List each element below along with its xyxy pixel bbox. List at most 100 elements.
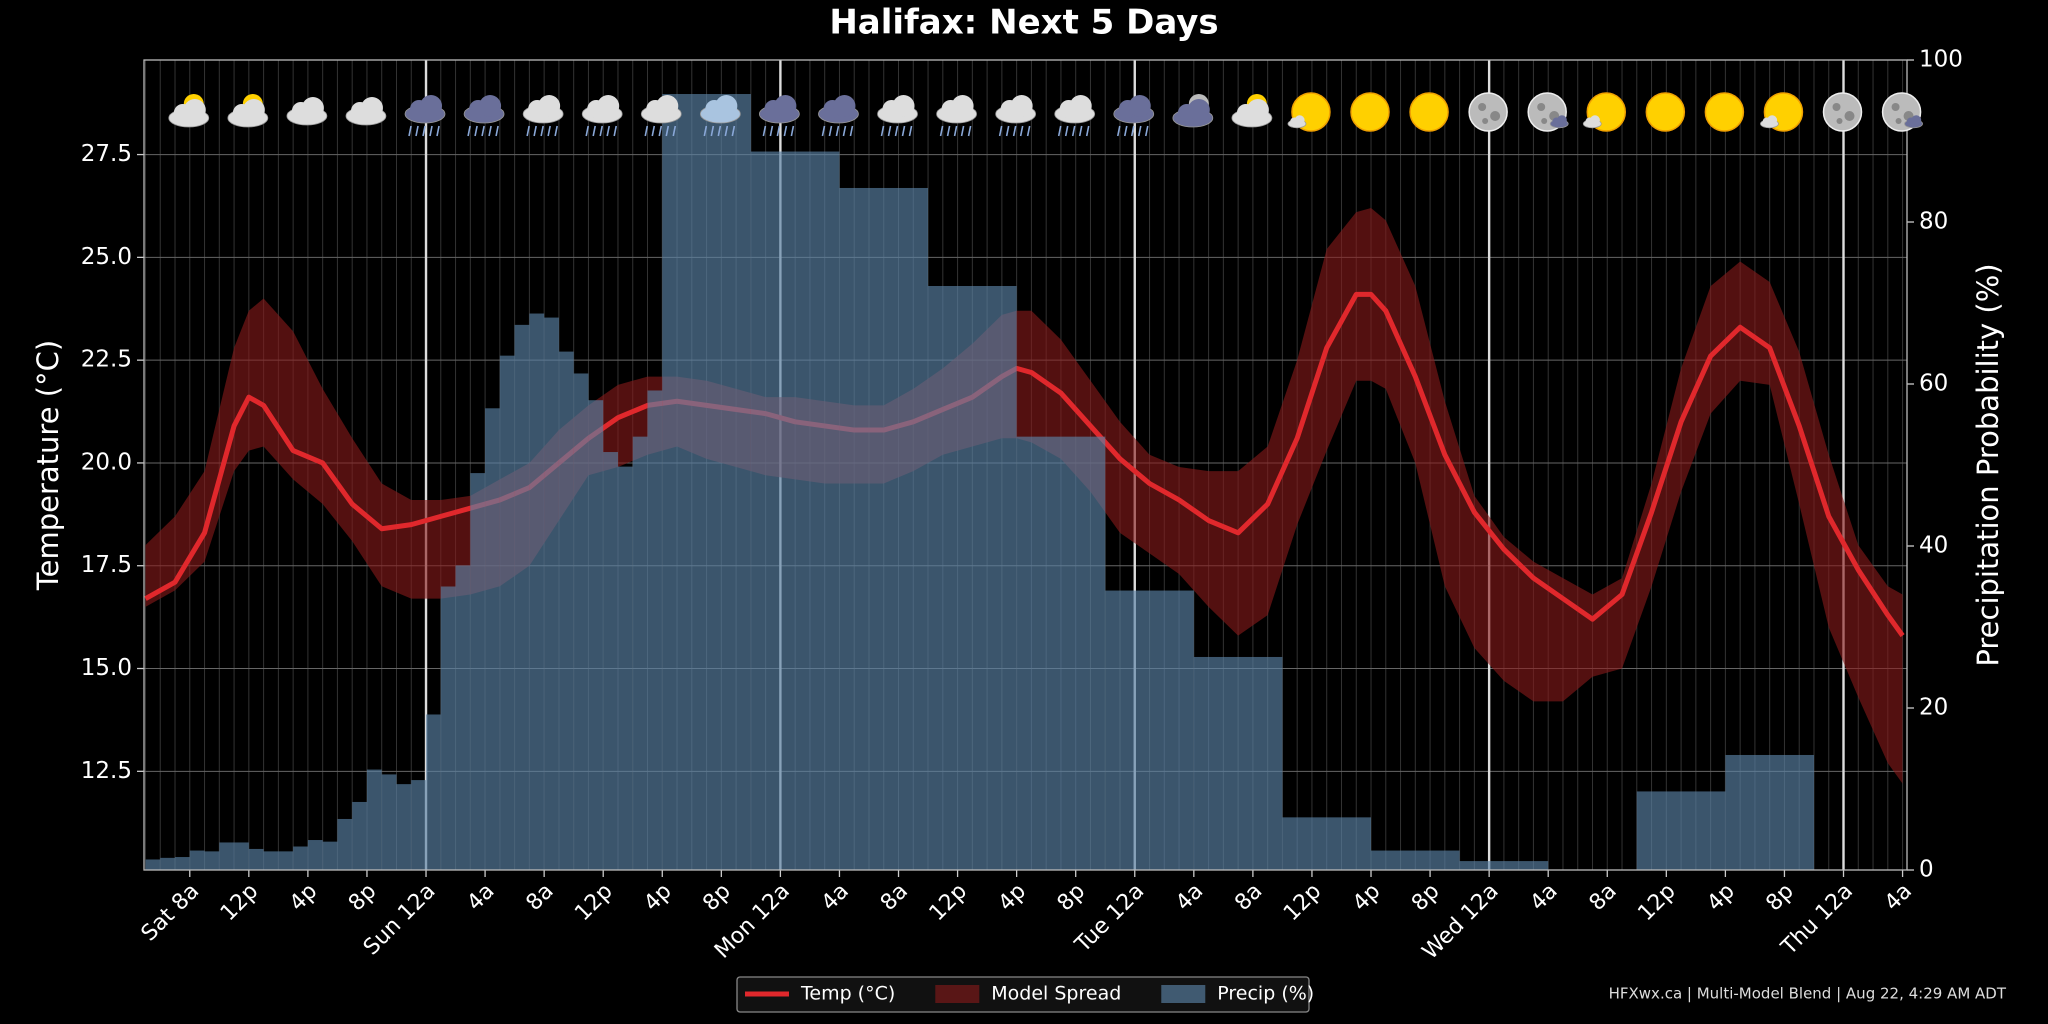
icon-part [762,125,767,137]
icon-part [1891,103,1900,111]
icon-part [998,125,1003,137]
icon-part [592,125,596,137]
icon-part [1130,125,1135,137]
icon-part [526,125,530,137]
icon-part [769,125,774,137]
precip-bar [1459,861,1549,870]
icon-part [1482,118,1489,124]
precip-bar [1636,791,1726,870]
icon-part [538,95,561,117]
weather-icon [818,95,859,137]
icon-part [301,97,324,119]
precip-bar [1193,656,1283,870]
precip-bar [1725,754,1814,870]
weather-icon [1409,92,1449,132]
icon-part [939,125,944,137]
icon-part [242,99,265,121]
icon-part [1085,125,1090,137]
precip-bar [204,851,220,870]
icon-part [1005,125,1010,137]
icon-part [1057,125,1062,137]
icon-part [656,95,679,117]
icon-part [408,125,412,137]
precip-bar [337,818,353,870]
weather-icon [995,95,1037,137]
precip-bar [234,842,249,870]
icon-part [1019,125,1024,137]
weather-icon [1704,92,1745,132]
precip-bar [928,285,1017,870]
precip-bar [411,780,427,870]
precip-bar [322,841,338,870]
icon-part [585,125,589,137]
precip-bar [632,436,648,870]
precip-bar [544,317,559,871]
weather-icon [463,95,505,137]
y2-axis-label: Precipitation Probability (%) [1971,263,2005,666]
precip-bar [647,390,663,870]
icon-part [1116,125,1121,137]
precip-bar [145,859,161,870]
weather-icon [699,95,741,137]
icon-part [1537,103,1546,111]
icon-part [613,125,617,137]
icon-part [1123,125,1128,137]
y-tick-label: 17.5 [81,552,132,578]
precip-bar [366,769,382,870]
weather-icon [227,94,269,128]
icon-part [776,125,781,137]
icon-part [1350,92,1390,132]
icon-part [908,125,913,137]
y-tick-label: 25.0 [81,244,132,270]
precip-bar [278,851,294,870]
precip-bar [662,94,751,870]
icon-part [833,95,856,117]
y2-tick-label: 0 [1919,857,1934,883]
icon-part [1490,111,1501,121]
icon-part [790,125,795,137]
icon-part [1911,115,1922,126]
y2-tick-label: 100 [1919,47,1963,73]
icon-part [953,125,958,137]
y-tick-label: 12.5 [81,758,132,784]
precip-bar [160,857,176,870]
icon-part [1026,125,1031,137]
icon-part [481,125,485,137]
icon-part [1836,118,1843,124]
precip-bar [1371,850,1460,870]
icon-part [1246,99,1269,121]
icon-part [665,125,670,137]
icon-part [533,125,537,137]
y-tick-label: 20.0 [81,449,132,475]
icon-part [1128,95,1151,117]
weather-icon [404,95,446,137]
y2-tick-label: 80 [1919,209,1948,235]
weather-icon [1527,92,1569,132]
precip-bar [293,846,308,870]
icon-part [951,95,974,117]
precip-bar [1282,817,1372,870]
weather-icon [286,97,328,126]
icon-part [1645,92,1686,132]
icon-part [1478,103,1487,111]
y2-tick-label: 20 [1919,695,1948,721]
icon-part [901,125,906,137]
icon-part [415,125,419,137]
icon-part [644,125,649,137]
icon-part [1556,115,1567,126]
weather-icon [1582,92,1627,132]
icon-part [731,125,736,137]
precip-bar [573,373,589,870]
icon-part [1822,92,1863,132]
precip-bar [588,400,604,870]
icon-part [479,95,502,117]
icon-part [597,95,620,117]
icon-part [703,125,708,137]
precip-bar [263,851,279,870]
icon-part [724,125,729,137]
icon-part [467,125,471,137]
icon-part [1468,92,1508,132]
icon-part [828,125,833,137]
icon-part [1294,115,1305,126]
icon-part [658,125,663,137]
